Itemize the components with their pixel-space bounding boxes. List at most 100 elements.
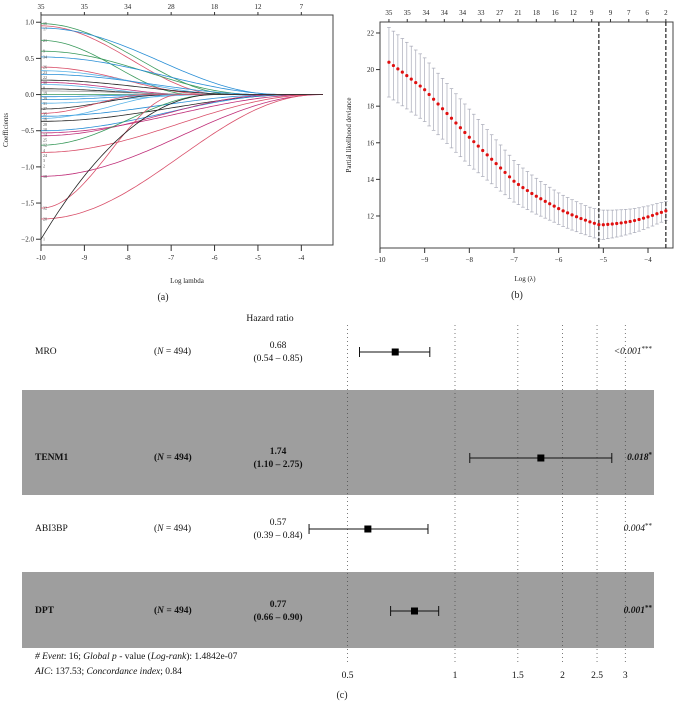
cv-point (619, 221, 623, 225)
top-tick-label: 12 (254, 3, 262, 11)
path-label: 28 (43, 122, 47, 127)
p-value: 0.001** (624, 604, 653, 616)
footer-segment: - value ( (117, 651, 151, 662)
cv-point (650, 213, 655, 218)
cv-point (655, 212, 659, 216)
x-tick-label: -5 (255, 254, 261, 262)
hazard-ratio-box (364, 525, 372, 533)
p-value: <0.001*** (614, 345, 653, 357)
path-label: 26 (43, 65, 47, 70)
cv-point (525, 188, 529, 193)
cv-point (467, 135, 471, 139)
y-tick-label: 18 (367, 103, 375, 111)
footer-segment: AIC (34, 667, 51, 677)
cv-point (552, 204, 556, 208)
top-tick-label: 35 (385, 9, 393, 17)
path-label: 14 (43, 132, 47, 137)
cv-point (503, 170, 507, 175)
y-tick-label: −0.5 (21, 127, 34, 135)
top-tick-label: 18 (533, 9, 541, 17)
y-tick-label: 16 (367, 139, 375, 147)
path-label: 30 (43, 80, 47, 85)
n-rest: = 494) (164, 605, 192, 616)
gene-name: ABI3BP (35, 524, 68, 534)
cv-point (405, 74, 409, 78)
top-tick-label: 35 (81, 3, 89, 11)
n-open: ( (154, 452, 157, 463)
n-open: ( (154, 605, 157, 616)
top-tick-label: 9 (590, 9, 594, 17)
path-label: 15 (43, 21, 47, 26)
top-tick-label: 6 (645, 9, 649, 17)
n-open: ( (154, 346, 157, 357)
path-label: 17 (43, 26, 47, 31)
cv-point (583, 218, 588, 222)
y-tick-label: 0.5 (25, 55, 34, 63)
n-var: N (156, 606, 165, 616)
path-label: 8 (43, 85, 45, 90)
cv-point (512, 179, 516, 183)
y-tick-label: −2.0 (21, 236, 34, 244)
x-tick-label: 2 (560, 671, 565, 681)
footer-segment: Concordance index (86, 667, 161, 677)
y-axis-label: Partial likelihood deviance (345, 97, 353, 172)
path-label: 27 (43, 106, 47, 111)
shaded-row-band (22, 572, 654, 648)
forest-marks (308, 347, 613, 616)
cv-point (588, 220, 592, 224)
p-value: 0.004** (624, 522, 653, 534)
cv-point (449, 116, 454, 120)
footer-segment: ): 1.4842e-07 (186, 651, 237, 662)
axes: -10 -9 -8 -7 -6 -5 -4 1.0 0.5 0.0 −0.5 −1.0 −1.5 −2.0… (21, 3, 304, 262)
path-label: 3 (43, 158, 45, 163)
significance-stars: ** (645, 604, 653, 612)
hazard-ratio-value: 0.77 (270, 600, 287, 610)
x-tick-label: −10 (375, 256, 386, 264)
significance-stars: ** (645, 522, 653, 530)
p-value-number: <0.001 (614, 347, 642, 357)
path-label: 18 (43, 174, 47, 179)
cv-point (481, 148, 485, 153)
cv-point (396, 67, 400, 71)
cv-point (490, 157, 494, 161)
n-var: N (156, 347, 164, 357)
cv-point (476, 144, 480, 148)
forest-row-dpt: DPT (N = 494) 0.77 (0.66 – 0.90) 0.001** (35, 600, 653, 623)
cv-point (597, 222, 601, 227)
footer-segment: : 16; (64, 652, 84, 662)
top-tick-label: 33 (477, 9, 485, 17)
sample-size: (N = 494) (154, 346, 191, 357)
coefficient-path (41, 94, 323, 134)
cv-point (579, 216, 583, 221)
path-label: 24 (43, 153, 47, 158)
x-axis-label: Log lambda (170, 277, 205, 285)
cv-point (400, 70, 404, 74)
top-tick-label: 9 (609, 9, 613, 17)
top-tick-label: 28 (168, 3, 176, 11)
cv-point (409, 77, 413, 81)
cv-point (440, 107, 445, 111)
path-label: 34 (43, 54, 47, 59)
x-tick-label: -8 (125, 254, 131, 262)
sample-size: (N = 494) (154, 605, 192, 616)
x-tick-label: 0.5 (342, 671, 354, 681)
path-label: 20 (43, 217, 47, 222)
cv-point (561, 209, 565, 213)
n-rest: = 494) (164, 523, 192, 534)
n-open: ( (154, 523, 157, 534)
x-tick-label: -4 (298, 254, 304, 262)
cv-point (565, 211, 570, 215)
cv-point (391, 63, 395, 68)
x-tick-label: −5 (600, 256, 608, 264)
top-tick-label: 34 (124, 3, 132, 11)
top-tick-label: 35 (404, 9, 412, 17)
path-label: 4 (43, 148, 45, 153)
path-label: 2 (43, 163, 45, 168)
path-label: 23 (43, 70, 47, 75)
path-label: 19 (43, 91, 47, 96)
cv-point (498, 166, 503, 170)
cv-point (628, 219, 632, 224)
top-tick-label: 35 (38, 3, 46, 11)
top-tick-label: 21 (515, 9, 523, 17)
